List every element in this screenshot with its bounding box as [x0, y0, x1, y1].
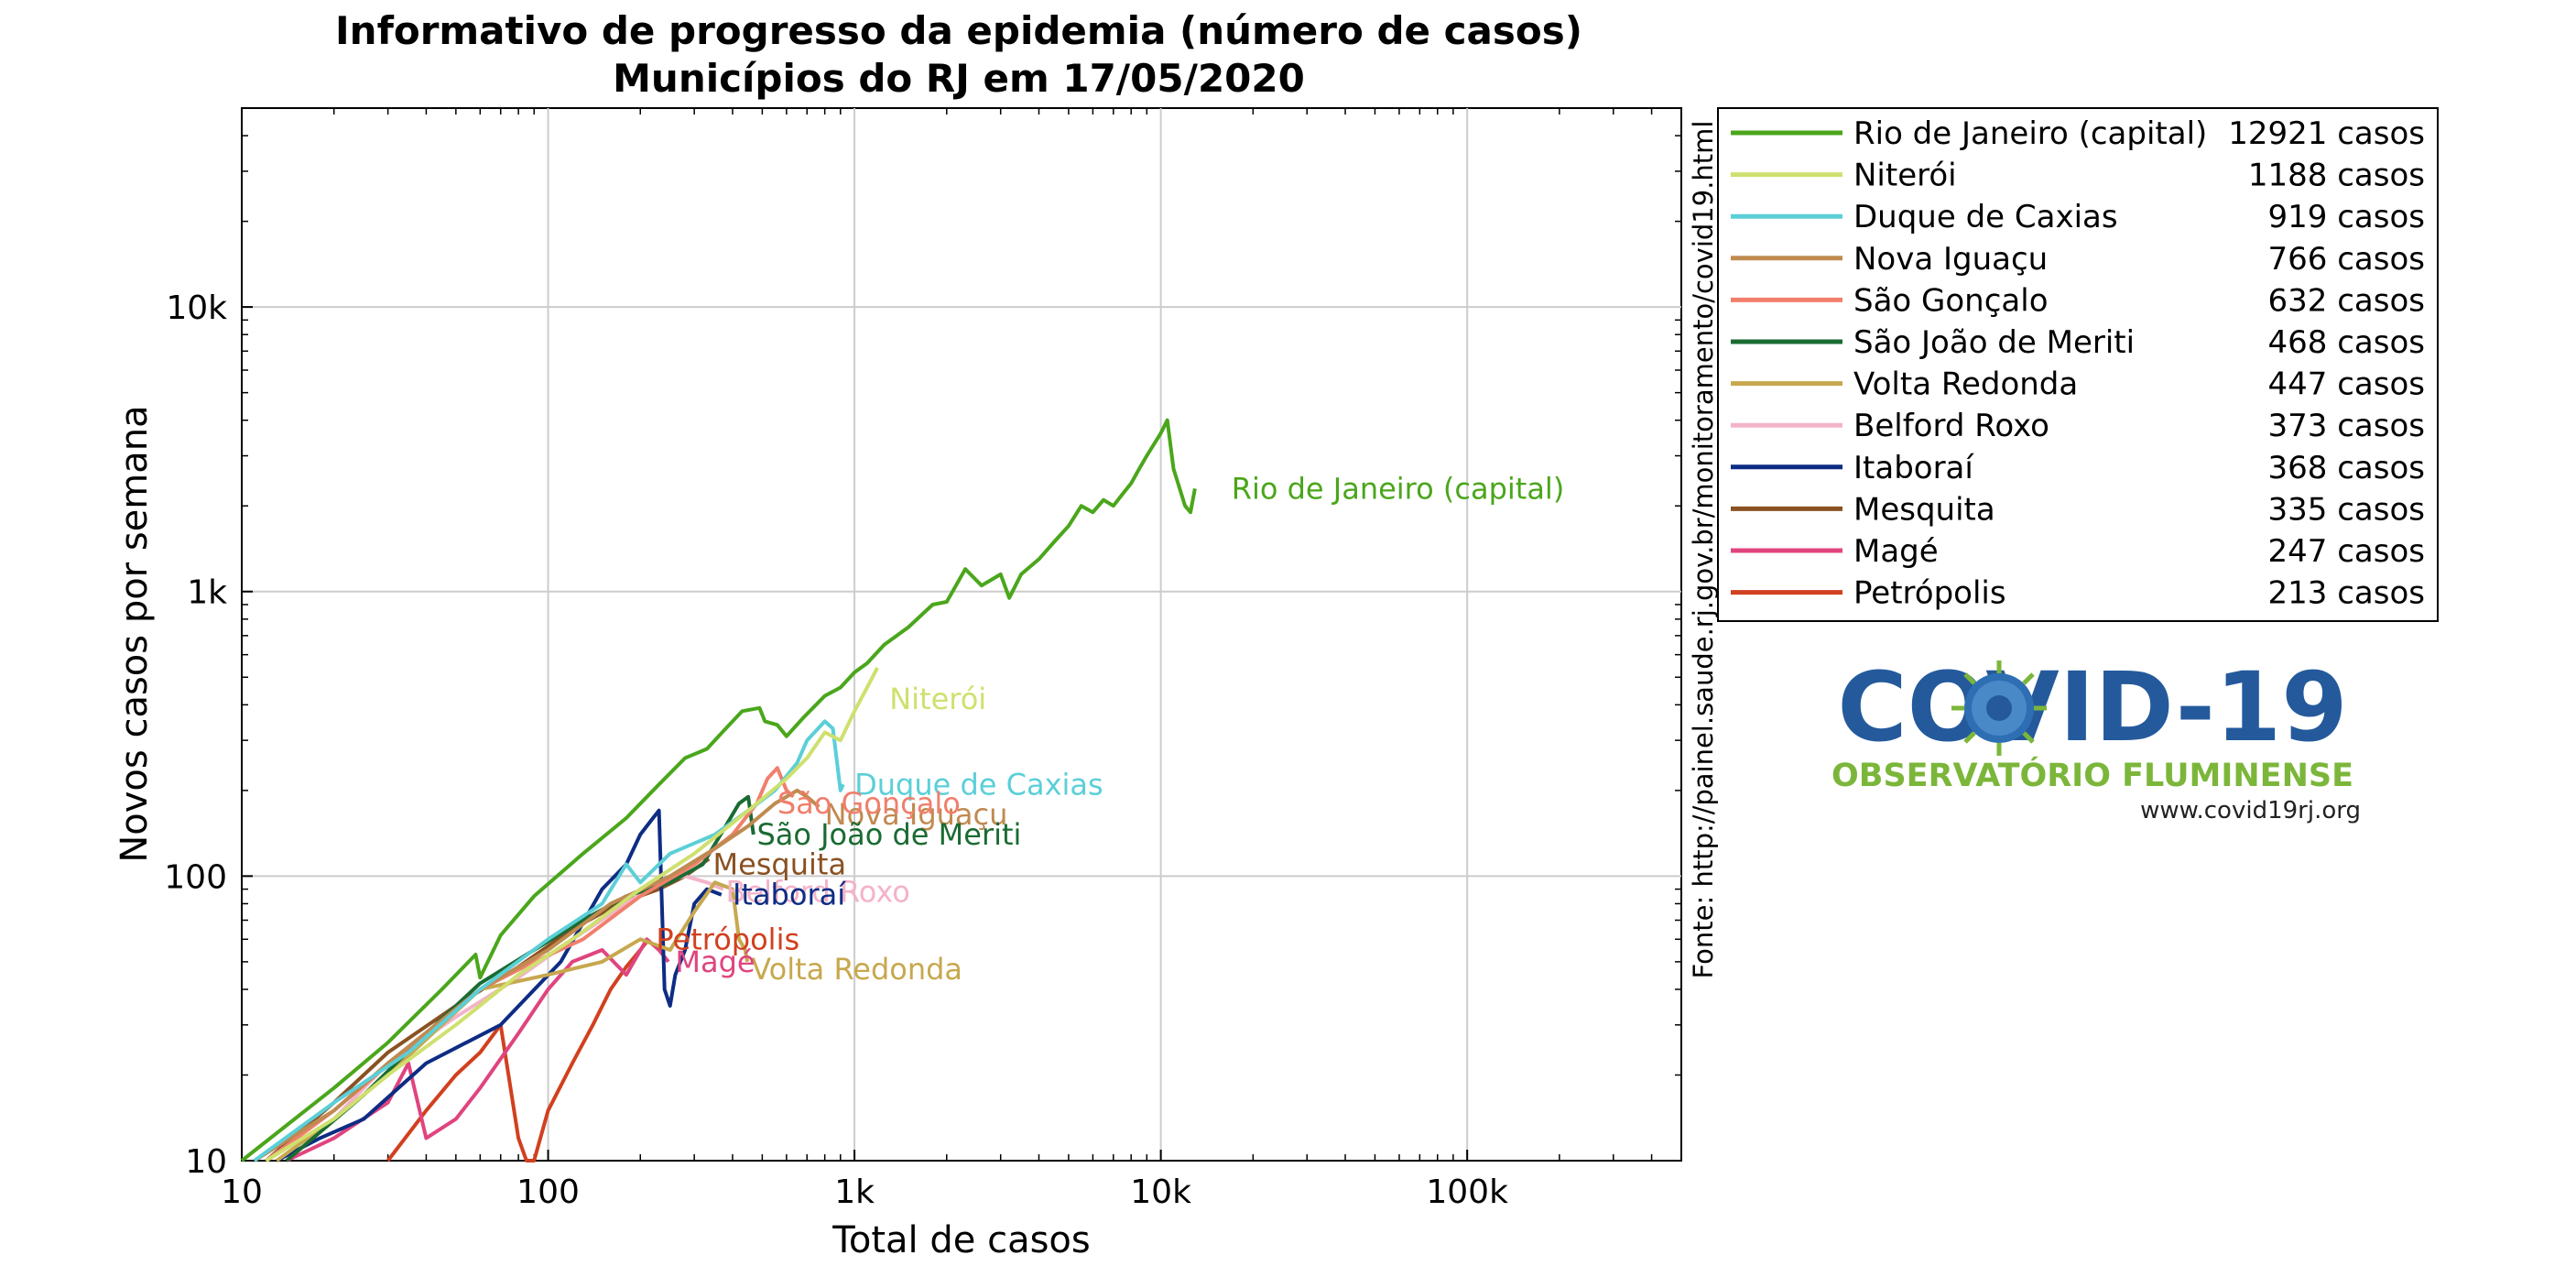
- legend-item-volta-redonda: Volta Redonda 447 casos: [1731, 366, 2425, 403]
- legend-cases: 1188 casos: [2248, 158, 2425, 194]
- legend-item-itaborai: Itaboraí 368 casos: [1731, 450, 2425, 486]
- series-line-nova-iguacu: [253, 788, 821, 1162]
- legend-item-niteroi: Niterói 1188 casos: [1731, 158, 2425, 194]
- y-tick-label: 1k: [187, 574, 227, 612]
- legend: Rio de Janeiro (capital) 12921 casos Niter…: [1731, 115, 2425, 612]
- x-axis-label: Total de casos: [831, 1219, 1091, 1261]
- legend-name: Belford Roxo: [1853, 408, 2049, 444]
- series-label-belford-roxo: Belford Roxo: [726, 875, 910, 910]
- legend-name: Volta Redonda: [1853, 366, 2078, 403]
- legend-name: Nova Iguaçu: [1853, 241, 2048, 278]
- series-line-volta-redonda: [275, 880, 750, 1162]
- plot-area: [241, 107, 1682, 1162]
- legend-item-mesquita: Mesquita 335 casos: [1731, 491, 2425, 528]
- series-label-sao-goncalo: São Gonçalo: [777, 786, 961, 821]
- legend-name: Duque de Caxias: [1853, 199, 2118, 235]
- y-tick-label: 10: [185, 1143, 227, 1181]
- legend-name: Rio de Janeiro (capital): [1853, 115, 2207, 152]
- series-line-petropolis: [386, 938, 650, 1162]
- legend-cases: 335 casos: [2268, 491, 2425, 528]
- legend-cases: 766 casos: [2268, 241, 2425, 278]
- logo-subtitle: OBSERVATÓRIO FLUMINENSE: [1831, 756, 2353, 794]
- y-axis-ticks: 10 100 1k 10k: [164, 135, 1681, 1181]
- legend-cases: 247 casos: [2268, 533, 2425, 570]
- series-labels: Rio de Janeiro (capital) Niterói Duque de …: [656, 471, 1564, 987]
- legend-item-belford-roxo: Belford Roxo 373 casos: [1731, 408, 2425, 444]
- legend-name: Petrópolis: [1853, 575, 2006, 612]
- legend-item-sao-goncalo: São Gonçalo 632 casos: [1731, 282, 2425, 319]
- legend-item-rio-de-janeiro-capital: Rio de Janeiro (capital) 12921 casos: [1731, 115, 2425, 152]
- legend-item-nova-iguacu: Nova Iguaçu 766 casos: [1731, 241, 2425, 278]
- y-tick-label: 10k: [166, 289, 227, 327]
- source-note: Fonte: http://painel.saude.rj.gov.br/mon…: [1688, 121, 1719, 979]
- legend-item-duque-de-caxias: Duque de Caxias 919 casos: [1731, 199, 2425, 235]
- y-axis-label: Novos casos por semana: [114, 405, 156, 862]
- series-label-itaborai: Itaboraí: [733, 878, 846, 912]
- chart-title: Informativo de progresso da epidemia (nú…: [335, 8, 1582, 53]
- legend-cases: 373 casos: [2268, 408, 2425, 444]
- series-line-rio-de-janeiro-capital: [240, 418, 1197, 1162]
- legend-box: [1717, 107, 2439, 622]
- legend-cases: 468 casos: [2268, 324, 2425, 361]
- y-tick-label: 100: [164, 858, 227, 896]
- series-line-duque-de-caxias: [253, 719, 845, 1162]
- legend-name: Magé: [1853, 533, 1939, 570]
- legend-cases: 368 casos: [2268, 450, 2425, 486]
- chart-subtitle: Municípios do RJ em 17/05/2020: [613, 56, 1305, 101]
- legend-name: Itaboraí: [1853, 450, 1974, 486]
- x-tick-label: 100k: [1426, 1173, 1508, 1211]
- legend-item-sao-joao-de-meriti: São João de Meriti 468 casos: [1731, 324, 2425, 361]
- series-label-rio-de-janeiro-capital: Rio de Janeiro (capital): [1232, 471, 1565, 506]
- series-label-nova-iguacu: Nova Iguaçu: [825, 797, 1008, 832]
- legend-cases: 919 casos: [2268, 199, 2425, 235]
- legend-name: Niterói: [1853, 158, 1957, 194]
- logo-url: www.covid19rj.org: [2140, 797, 2361, 824]
- series-label-niteroi: Niterói: [889, 682, 986, 716]
- x-tick-label: 10: [221, 1173, 263, 1211]
- legend-name: São João de Meriti: [1853, 324, 2135, 361]
- x-axis-ticks: 10 100 1k 10k 100k: [221, 108, 1653, 1211]
- legend-item-mage: Magé 247 casos: [1731, 533, 2425, 570]
- series-lines: [240, 418, 1197, 1162]
- legend-name: São Gonçalo: [1853, 282, 2049, 319]
- grid-lines: [242, 108, 1681, 1161]
- series-label-volta-redonda: Volta Redonda: [751, 952, 962, 987]
- legend-cases: 632 casos: [2268, 282, 2425, 319]
- x-tick-label: 10k: [1130, 1173, 1191, 1211]
- legend-name: Mesquita: [1853, 491, 1995, 528]
- covid19-logo: COVID-19 OBSERVATÓRIO FLUMINENSE www.cov…: [1831, 651, 2361, 824]
- legend-cases: 213 casos: [2268, 575, 2425, 612]
- series-label-mage: Magé: [675, 944, 755, 979]
- series-label-sao-joao-de-meriti: São João de Meriti: [756, 817, 1021, 852]
- series-label-petropolis: Petrópolis: [656, 922, 799, 956]
- legend-cases: 447 casos: [2268, 366, 2425, 403]
- series-label-mesquita: Mesquita: [712, 847, 846, 882]
- legend-item-petropolis: Petrópolis 213 casos: [1731, 575, 2425, 612]
- series-label-duque-de-caxias: Duque de Caxias: [854, 767, 1103, 802]
- series-line-niteroi: [265, 666, 879, 1162]
- series-line-itaborai: [276, 808, 723, 1162]
- x-tick-label: 100: [516, 1173, 580, 1211]
- legend-cases: 12921 casos: [2228, 115, 2425, 152]
- virus-icon: [1951, 660, 2047, 756]
- logo-title: COVID-19: [1837, 651, 2347, 763]
- x-tick-label: 1k: [834, 1173, 875, 1211]
